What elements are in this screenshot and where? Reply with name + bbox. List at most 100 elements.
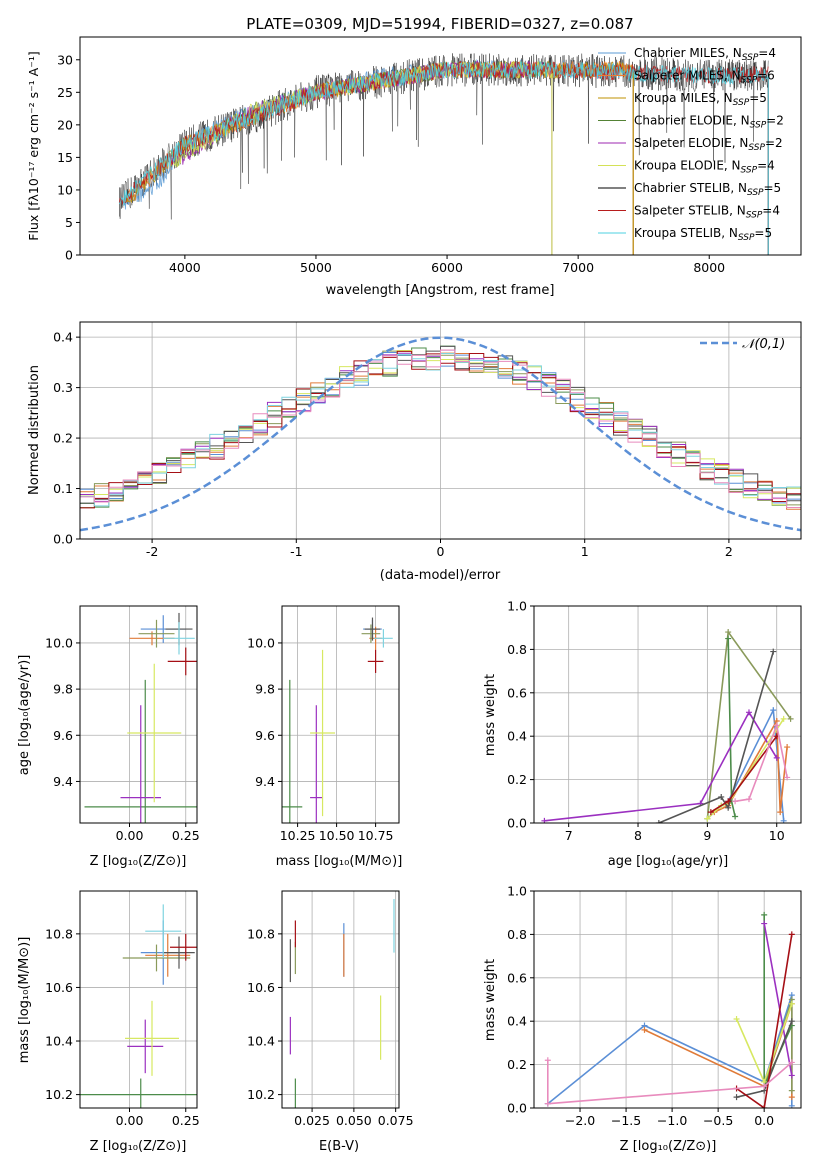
weight-marker [733,1016,740,1023]
weight-marker [707,809,714,816]
residual-legend: 𝒩(0,1) [700,337,785,352]
legend-label: Salpeter ELODIE, NSSP=2 [634,136,783,153]
weight-marker [780,715,787,722]
y-tick-label: 30 [57,52,73,67]
mass-vs-ebv-panel: 0.025 0.050 0.075 10.2 10.4 10.6 10.8 [247,890,414,1128]
weight-marker [733,1094,740,1101]
y-tick-label: 10.6 [247,980,275,995]
y-tick-label: 10.8 [247,926,275,941]
weight-marker [544,1100,551,1107]
y-tick-label: 1.0 [507,884,527,899]
weight-line [706,707,785,821]
axes-frame: −2.0 −1.5 −1.0 −0.5 0.0 0.0 0.2 0.4 0.6 0.8 1.0 [507,884,802,1128]
age-vs-Z-ylabel: age [log₁₀(age/yr)] [17,655,32,776]
age-vs-mass-xlabel: mass [log₁₀(M/M⊙)] [276,854,403,869]
y-tick-label: 0.6 [507,685,527,700]
legend-value: =2 [765,136,783,150]
weight-line [547,1060,793,1105]
x-tick-label: 0 [437,544,445,559]
y-tick-label: 9.4 [53,774,73,789]
axes-frame: 7 8 9 10 0.0 0.2 0.4 0.6 0.8 1.0 [507,599,802,843]
weight-marker [761,1105,768,1108]
weight-marker [544,1057,551,1064]
x-tick-label: 0.025 [294,1113,330,1128]
spectrum-ylabel: Flux [fλ10⁻¹⁷ erg cm⁻² s⁻¹ A⁻¹] [26,51,41,240]
legend-value: =6 [757,69,775,83]
x-tick-label: −2.0 [565,1113,595,1128]
plot-area [289,899,395,1108]
age-vs-Z-panel: 0.00 0.25 9.4 9.6 9.8 10.0 [45,605,200,843]
legend-value: =4 [758,46,776,60]
plot-area [80,336,801,539]
axes-frame: 0.00 0.25 9.4 9.6 9.8 10.0 [45,605,200,843]
weight-line [706,718,785,820]
axes-border [79,605,198,824]
weight-line [658,651,775,823]
weight-marker [641,1026,648,1033]
legend-label: Kroupa MILES, NSSP=5 [634,91,767,108]
weight-marker [788,1059,795,1066]
weight-line [547,994,793,1106]
x-tick-label: 10.25 [280,828,316,843]
y-tick-label: 0.4 [53,330,73,345]
y-tick-label: 9.8 [255,682,275,697]
weight-marker [788,1018,795,1025]
weight-marker [770,648,777,655]
weight-marker [788,1072,795,1079]
plot-area [541,629,794,823]
weight-marker [725,629,732,636]
x-tick-label: 0.075 [378,1113,414,1128]
y-tick-label: 0.8 [507,927,527,942]
weight-marker [655,820,662,823]
legend-value: =5 [754,226,772,240]
legend-subscript: SSP [750,121,767,131]
weight-marker [787,715,794,722]
weight-line [763,923,793,1076]
y-tick-label: 10.2 [45,1087,73,1102]
residual-xlabel: (data-model)/error [380,568,501,583]
legend-label: Kroupa STELIB, NSSP=5 [634,226,772,243]
y-tick-label: 10.4 [45,1034,73,1049]
mass-vs-Z-panel: 0.00 0.25 10.2 10.4 10.6 10.8 [45,890,200,1128]
axes-frame: 0.00 0.25 10.2 10.4 10.6 10.8 [45,890,200,1128]
weight-marker [732,798,739,805]
legend-subscript: SSP [741,76,758,86]
y-tick-label: 20 [57,117,73,132]
x-tick-label: −1.5 [611,1113,641,1128]
legend-label: Chabrier ELODIE, NSSP=2 [634,114,784,131]
x-tick-label: 5000 [300,260,332,275]
axes-border [533,890,802,1109]
gaussian-curve [80,336,801,532]
grid-lines [534,605,801,824]
mass-vs-ebv-xlabel: E(B-V) [319,1139,359,1154]
x-tick-label: −1.0 [657,1113,687,1128]
y-tick-label: 10.4 [247,1034,275,1049]
y-tick-label: 0.3 [53,380,73,395]
grid-lines [282,891,399,1108]
legend-subscript: SSP [742,53,759,63]
residual-histogram [80,349,801,539]
weight-marker [788,1087,795,1094]
x-tick-label: 10 [769,828,785,843]
legend-value: =5 [749,91,767,105]
y-tick-label: 0.4 [507,1014,527,1029]
y-tick-label: 9.8 [53,682,73,697]
y-tick-label: 0.6 [507,970,527,985]
weight-vs-Z-ylabel: mass weight [483,959,498,1041]
x-tick-label: 0.0 [754,1113,774,1128]
legend-subscript: SSP [733,98,750,108]
y-tick-label: 25 [57,85,73,100]
weight-vs-Z-xlabel: Z [log₁₀(Z/Z⊙)] [620,1139,717,1154]
weight-line [736,934,793,1108]
x-tick-label: 2 [725,544,733,559]
grid-lines [80,606,197,823]
y-tick-label: 0.2 [507,772,527,787]
weight-marker [725,635,732,642]
x-tick-label: 9 [703,828,711,843]
residual-panel: -2 -1 0 1 2 0.0 0.1 0.2 0.3 0.4 [53,321,802,559]
weight-marker [777,809,784,816]
axes-frame: -2 -1 0 1 2 0.0 0.1 0.2 0.3 0.4 [53,321,802,559]
legend-value: =4 [757,159,775,173]
y-tick-label: 10.0 [45,635,73,650]
weight-vs-Z-panel: −2.0 −1.5 −1.0 −0.5 0.0 0.0 0.2 0.4 0.6 0.8 1.0 [507,884,802,1128]
